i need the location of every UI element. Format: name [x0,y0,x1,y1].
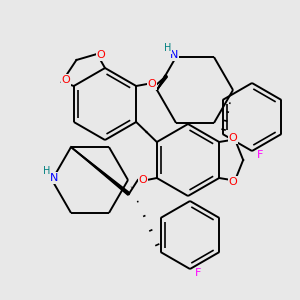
Text: F: F [257,150,263,160]
Text: N: N [170,50,178,60]
Text: F: F [195,268,201,278]
Text: O: O [97,50,105,60]
Text: O: O [229,177,238,187]
Text: O: O [61,75,70,85]
Text: H: H [43,166,51,176]
Text: O: O [138,175,147,185]
Text: H: H [164,43,172,53]
Text: O: O [148,79,157,89]
Polygon shape [157,75,167,90]
Text: O: O [229,133,238,143]
Polygon shape [71,147,130,195]
Text: N: N [50,173,58,183]
